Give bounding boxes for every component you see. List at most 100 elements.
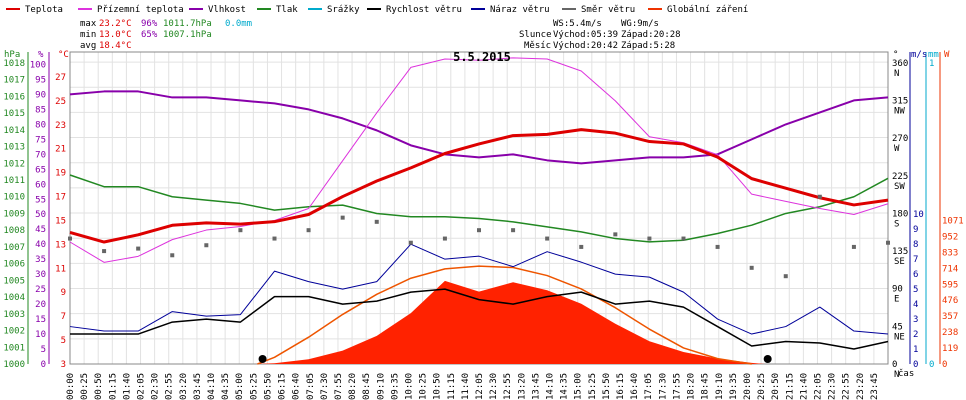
wind-direction-point (170, 253, 175, 258)
x-tick-label: 12:05 (475, 373, 485, 400)
deg-axis-tick: 270 (892, 134, 908, 144)
ms-axis-tick: 9 (913, 225, 918, 235)
x-tick-label: 23:20 (856, 373, 866, 400)
x-tick-label: 20:25 (757, 373, 767, 400)
wind-direction-point (511, 228, 516, 233)
pct-axis-tick: 45 (35, 225, 46, 235)
x-tick-label: 17:05 (644, 373, 654, 400)
hpa-axis-tick: 1015 (3, 109, 25, 119)
x-tick-label: 10:50 (433, 373, 443, 400)
x-tick-label: 14:35 (560, 373, 570, 400)
degc-axis-tick: 7 (61, 312, 66, 322)
pct-axis-tick: 90 (35, 90, 46, 100)
x-tick-label: 01:40 (122, 373, 132, 400)
wind-direction-point (340, 215, 345, 220)
x-tick-label: 18:20 (687, 373, 697, 400)
dir-tick: SE (894, 257, 905, 267)
x-tick-label: 19:10 (715, 373, 725, 400)
stat-max-rain: 0.0mm (225, 19, 252, 29)
stat-max-label: max (80, 19, 97, 29)
x-tick-label: 18:45 (701, 373, 711, 400)
dir-tick: N (894, 69, 899, 79)
ms-axis-tick: 8 (913, 240, 918, 250)
x-tick-label: 10:00 (404, 373, 414, 400)
x-tick-label: 07:55 (334, 373, 344, 400)
x-tick-label: 07:30 (320, 373, 330, 400)
dir-tick: N (894, 370, 899, 380)
legend-label-naraz: Náraz větru (490, 5, 550, 15)
pct-axis-tick: 25 (35, 285, 46, 295)
stat-min-temp: 13.0°C (99, 30, 132, 40)
legend-label-vlhkost: Vlhkost (208, 5, 246, 15)
wind-direction-point (272, 236, 277, 241)
x-tick-label: 08:45 (362, 373, 372, 400)
x-tick-label: 05:50 (263, 373, 273, 400)
x-tick-label: 14:10 (546, 373, 556, 400)
hpa-axis-tick: 1008 (3, 226, 25, 236)
hpa-axis-tick: 1011 (3, 176, 25, 186)
degc-axis-tick: 25 (55, 97, 66, 107)
ms-axis-tick: 0 (913, 360, 918, 370)
stats: max 23.2°C 96% 1011.7hPa 0.0mm min 13.0°… (80, 19, 681, 51)
ms-axis-tick: 7 (913, 255, 918, 265)
hpa-axis-tick: 1004 (3, 293, 25, 303)
unit-time: čas (898, 368, 914, 379)
deg-axis-tick: 135 (892, 247, 908, 257)
x-tick-label: 04:10 (207, 373, 217, 400)
hpa-axis-tick: 1017 (3, 76, 25, 86)
sun-marker (763, 355, 772, 363)
stat-max-temp: 23.2°C (99, 19, 132, 29)
degc-axis-tick: 11 (55, 264, 66, 274)
stat-ws: WS:5.4m/s (553, 19, 602, 29)
moon-set: Západ:5:28 (621, 41, 675, 51)
wind-direction-point (442, 236, 447, 241)
dir-tick: E (894, 295, 899, 305)
wind-direction-point (136, 246, 141, 251)
pct-axis-tick: 20 (35, 300, 46, 310)
ms-axis-tick: 2 (913, 330, 918, 340)
w-axis-tick: 0 (942, 360, 947, 370)
pct-axis-tick: 10 (35, 330, 46, 340)
x-tick-label: 23:45 (870, 373, 880, 400)
pct-axis-tick: 60 (35, 180, 46, 190)
x-tick-label: 13:45 (531, 373, 541, 400)
x-tick-label: 22:55 (842, 373, 852, 400)
x-tick-label: 17:30 (658, 373, 668, 400)
ms-axis-tick: 3 (913, 315, 918, 325)
series-radiation-theoretical (257, 265, 752, 365)
hpa-axis-tick: 1001 (3, 343, 25, 353)
series-naraz (69, 243, 889, 335)
w-axis-tick: 833 (942, 248, 958, 258)
pct-axis-tick: 15 (35, 315, 46, 325)
pct-axis-tick: 55 (35, 195, 46, 205)
moon-rise: Východ:20:42 (553, 41, 618, 51)
pct-axis-tick: 30 (35, 270, 46, 280)
pct-axis-tick: 65 (35, 165, 46, 175)
pct-axis-tick: 70 (35, 150, 46, 160)
degc-axis-tick: 5 (61, 336, 66, 346)
wind-direction-point (238, 228, 243, 233)
wind-direction-point (545, 236, 550, 241)
x-tick-label: 07:05 (306, 373, 316, 400)
x-tick-label: 09:35 (390, 373, 400, 400)
series-teplota (69, 128, 889, 244)
pct-axis-tick: 75 (35, 135, 46, 145)
x-tick-label: 05:00 (235, 373, 245, 400)
ms-axis-tick: 4 (913, 300, 918, 310)
x-tick-label: 02:55 (165, 373, 175, 400)
grid (69, 51, 889, 365)
degc-axis-tick: 21 (55, 145, 66, 155)
wind-direction-point (715, 244, 720, 249)
pct-axis-tick: 95 (35, 75, 46, 85)
x-tick-label: 03:20 (179, 373, 189, 400)
wind-direction-point (204, 243, 209, 248)
w-axis-tick: 119 (942, 344, 958, 354)
deg-axis-tick: 45 (892, 322, 903, 332)
radiation-area (70, 280, 888, 364)
wind-direction-point (749, 265, 754, 270)
x-tick-label: 22:30 (828, 373, 838, 400)
series-rychlost (70, 288, 889, 350)
deg-axis-tick: 180 (892, 209, 908, 219)
hpa-axis-tick: 1005 (3, 276, 25, 286)
x-tick-label: 00:50 (94, 373, 104, 400)
